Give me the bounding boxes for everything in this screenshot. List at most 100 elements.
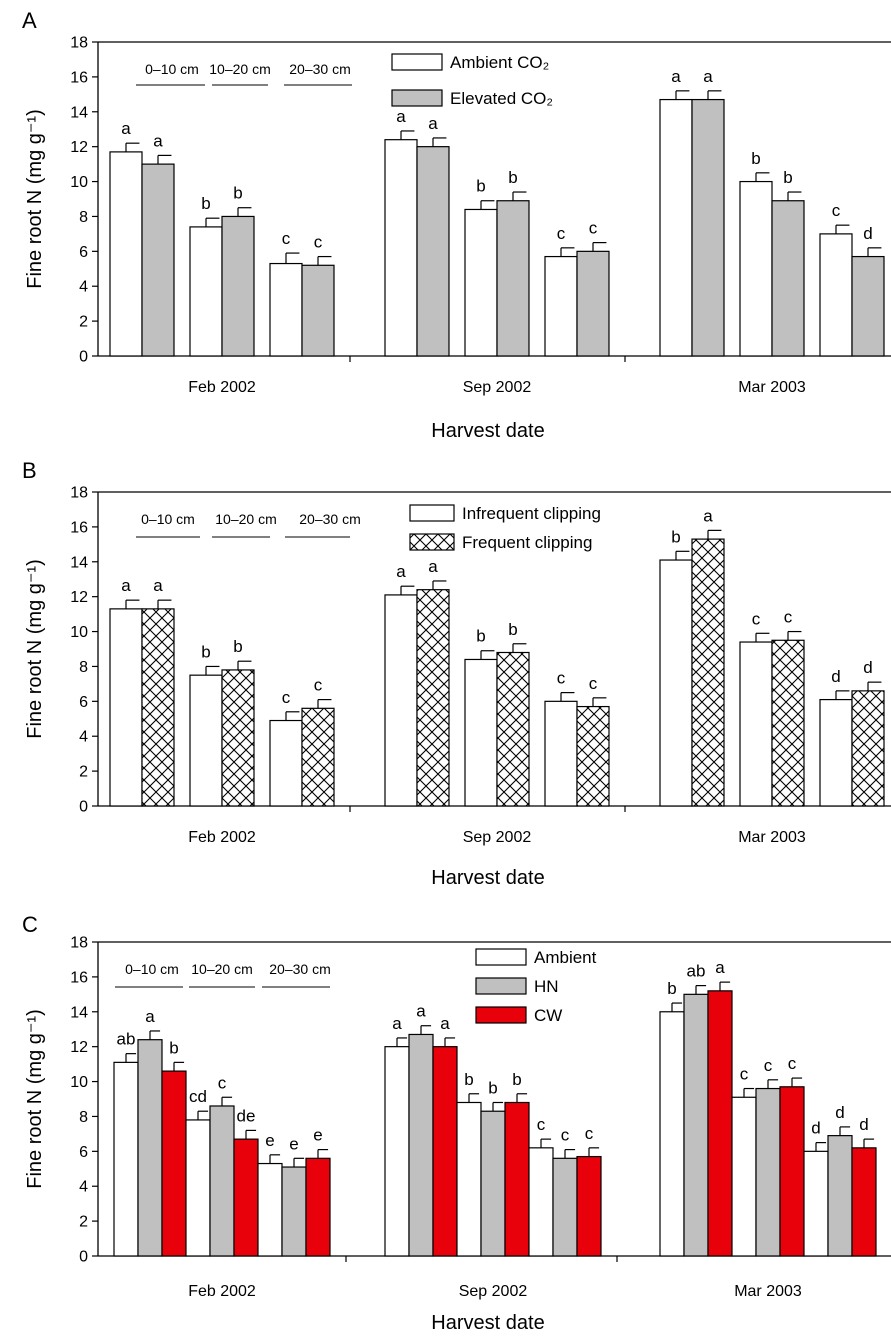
bar (137, 1039, 163, 1257)
legend-swatch (409, 504, 455, 522)
significance-letter: d (863, 658, 872, 677)
bar (544, 255, 578, 357)
y-tick-label: 6 (79, 1144, 88, 1161)
bar (755, 1087, 781, 1257)
y-tick-label: 12 (70, 589, 88, 606)
y-tick-label: 8 (79, 209, 88, 226)
significance-letter: a (440, 1014, 450, 1033)
y-tick-label: 2 (79, 314, 88, 331)
bar (305, 1157, 331, 1257)
bar (851, 255, 885, 357)
significance-letter: c (585, 1124, 594, 1143)
significance-letter: c (218, 1073, 227, 1092)
bar (141, 608, 175, 807)
significance-letter: b (488, 1078, 497, 1097)
bar (576, 1155, 602, 1257)
depth-label: 20–30 cm (289, 61, 350, 77)
bar (691, 98, 725, 357)
bar (221, 215, 255, 357)
bar (504, 1101, 530, 1257)
significance-letter: c (282, 688, 291, 707)
significance-letter: c (537, 1115, 546, 1134)
y-tick-label: 16 (70, 969, 88, 986)
bar (456, 1101, 482, 1257)
bar (739, 641, 773, 807)
significance-letter: a (396, 107, 406, 126)
significance-letter: d (831, 667, 840, 686)
legend-swatch (475, 977, 527, 995)
legend-label: CW (534, 1006, 562, 1025)
y-tick-label: 16 (70, 519, 88, 536)
legend-swatch (409, 533, 455, 551)
bar (659, 98, 693, 357)
significance-letter: b (169, 1038, 178, 1057)
bar (281, 1166, 307, 1257)
bar (771, 639, 805, 807)
bar (683, 993, 709, 1257)
bar (528, 1147, 554, 1257)
y-tick-label: 0 (79, 1249, 88, 1266)
y-tick-label: 0 (79, 799, 88, 816)
x-axis-title: Harvest date (431, 867, 544, 889)
significance-letter: a (703, 67, 713, 86)
depth-label: 10–20 cm (215, 511, 276, 527)
bar (384, 1046, 410, 1257)
significance-letter: e (313, 1126, 322, 1145)
depth-label: 20–30 cm (299, 511, 360, 527)
bar (739, 180, 773, 357)
bar (464, 658, 498, 807)
x-tick-label: Sep 2002 (459, 1283, 528, 1300)
significance-letter: c (561, 1126, 570, 1145)
x-axis-title: Harvest date (431, 1312, 544, 1334)
chart-panel-c: C 0 2 4 6 8 10 12 14 16 18 Fine root N (mg g⁻¹) Feb … (22, 912, 891, 1334)
bar (257, 1162, 283, 1257)
significance-letter: c (764, 1056, 773, 1075)
bar (851, 1147, 877, 1257)
x-tick-label: Feb 2002 (188, 379, 256, 396)
x-tick-label: Feb 2002 (188, 829, 256, 846)
x-tick-label: Sep 2002 (463, 829, 532, 846)
depth-label: 10–20 cm (191, 961, 252, 977)
bar (464, 208, 498, 357)
significance-letter: a (153, 131, 163, 150)
significance-letter: b (233, 184, 242, 203)
bar (301, 264, 335, 357)
significance-letter: a (428, 557, 438, 576)
significance-letter: c (557, 224, 566, 243)
y-tick-label: 18 (70, 35, 88, 52)
bar (576, 250, 610, 357)
y-tick-label: 8 (79, 659, 88, 676)
bar (141, 163, 175, 357)
significance-letter: d (859, 1115, 868, 1134)
depth-label: 10–20 cm (209, 61, 270, 77)
panel-label: A (22, 8, 37, 33)
bar (731, 1096, 757, 1257)
significance-letter: b (512, 1070, 521, 1089)
y-tick-label: 2 (79, 1214, 88, 1231)
bar (480, 1110, 506, 1257)
significance-letter: a (703, 506, 713, 525)
bar (301, 707, 335, 807)
significance-letter: b (508, 620, 517, 639)
significance-letter: a (121, 119, 131, 138)
bar (161, 1070, 187, 1257)
bar (416, 589, 450, 807)
significance-letter: a (671, 67, 681, 86)
y-tick-label: 14 (70, 1004, 88, 1021)
significance-letter: b (464, 1070, 473, 1089)
legend-swatch (475, 948, 527, 966)
significance-letter: d (835, 1103, 844, 1122)
bar (827, 1135, 853, 1257)
significance-letter: c (314, 233, 323, 252)
y-tick-label: 18 (70, 935, 88, 952)
bar (496, 200, 530, 357)
panel-label: B (22, 458, 37, 483)
significance-letter: e (289, 1134, 298, 1153)
significance-letter: b (476, 627, 485, 646)
bar (189, 674, 223, 807)
significance-letter: a (396, 562, 406, 581)
significance-letter: d (811, 1119, 820, 1138)
significance-letter: de (237, 1106, 256, 1125)
x-tick-label: Mar 2003 (738, 829, 806, 846)
